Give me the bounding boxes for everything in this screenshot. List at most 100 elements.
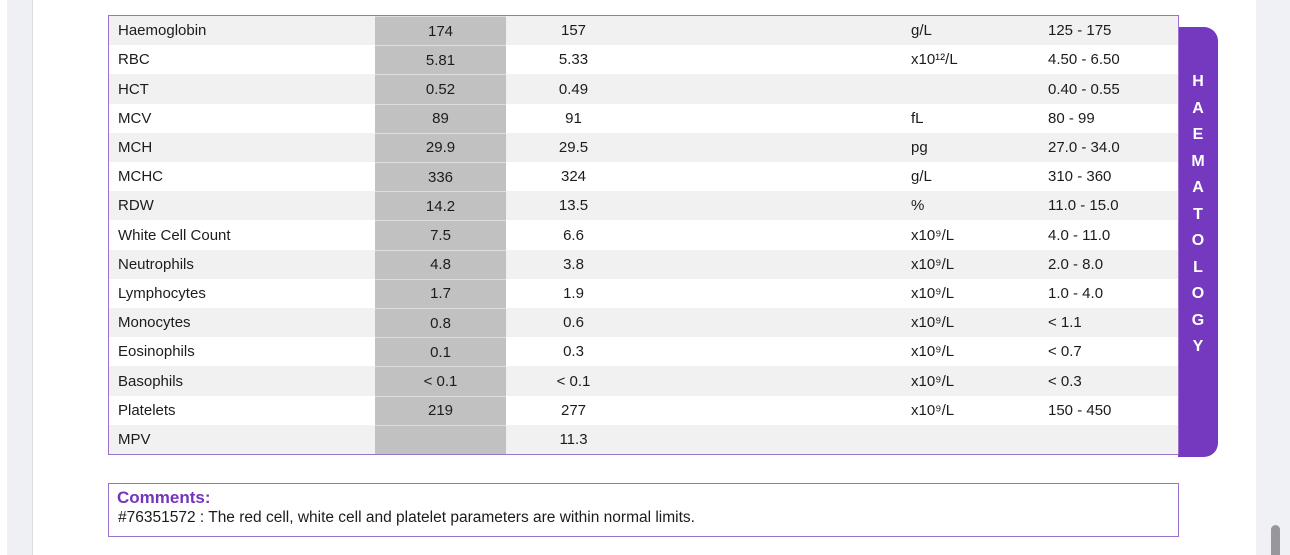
result-current-cell: 219	[375, 395, 506, 425]
result-previous-cell: 277	[560, 401, 587, 419]
comments-box: Comments: #76351572 : The red cell, whit…	[108, 483, 1179, 537]
haematology-tab-letter: M	[1191, 152, 1205, 170]
units-cell: x10⁹/L	[911, 226, 955, 244]
reference-range-cell: 80 - 99	[1048, 109, 1095, 127]
units-cell: x10¹²/L	[911, 51, 958, 69]
result-previous-cell: 91	[565, 109, 582, 127]
table-row: MCH 29.9 29.5 pg 27.0 - 34.0	[109, 132, 1178, 163]
spacer-cell	[641, 191, 911, 220]
spacer-cell	[641, 104, 911, 133]
result-current-cell: 336	[375, 162, 506, 192]
haematology-tab-letter: O	[1191, 232, 1205, 249]
reference-range-cell: 11.0 - 15.0	[1048, 197, 1119, 215]
reference-range-cell: 2.0 - 8.0	[1048, 255, 1104, 273]
reference-range-cell: 27.0 - 34.0	[1048, 138, 1120, 156]
test-name-cell: RDW	[118, 197, 154, 215]
units-cell: x10⁹/L	[911, 401, 955, 419]
reference-range-cell: < 0.3	[1048, 372, 1082, 390]
units-cell: x10⁹/L	[911, 255, 955, 273]
haematology-tab-letter: E	[1192, 126, 1204, 143]
result-previous-cell: 13.5	[558, 197, 589, 215]
units-cell: pg	[911, 138, 928, 156]
units-cell: x10⁹/L	[911, 314, 955, 332]
spacer-cell	[641, 74, 911, 103]
haematology-tab-letter: O	[1191, 285, 1205, 302]
spacer-cell	[641, 162, 911, 191]
table-row: Eosinophils 0.1 0.3 x10⁹/L < 0.7	[109, 337, 1178, 367]
spacer-cell	[641, 133, 911, 162]
right-page-gutter	[1256, 0, 1290, 555]
result-previous-cell: 1.9	[563, 284, 584, 302]
haematology-tab-letter: G	[1191, 311, 1205, 329]
result-previous-cell: 29.5	[558, 138, 589, 156]
result-current-cell: 29.9	[375, 132, 506, 163]
table-row: Basophils < 0.1 < 0.1 x10⁹/L < 0.3	[109, 366, 1178, 396]
reference-range-cell: 0.40 - 0.55	[1048, 80, 1120, 98]
test-name-cell: Eosinophils	[118, 343, 195, 361]
result-current-cell: 14.2	[375, 191, 506, 221]
result-current-cell: 4.8	[375, 249, 506, 279]
units-cell: g/L	[911, 22, 932, 40]
table-row: Monocytes 0.8 0.6 x10⁹/L < 1.1	[109, 308, 1178, 338]
result-current-cell: 1.7	[375, 278, 506, 309]
table-row: HCT 0.52 0.49 0.40 - 0.55	[109, 74, 1178, 104]
result-previous-cell: 324	[560, 168, 587, 186]
spacer-cell	[641, 220, 911, 249]
table-row: RDW 14.2 13.5% 11.0 - 15.0	[109, 191, 1178, 221]
result-previous-cell: 157	[560, 22, 587, 40]
test-name-cell: RBC	[118, 51, 150, 69]
result-current-cell: 89	[375, 103, 506, 133]
reference-range-cell: 4.0 - 11.0	[1048, 226, 1111, 244]
units-cell: g/L	[911, 168, 932, 186]
reference-range-cell: 310 - 360	[1048, 168, 1112, 186]
test-name-cell: MPV	[118, 430, 151, 448]
haematology-tab-letter: Y	[1192, 338, 1204, 355]
units-cell: fL	[911, 109, 924, 127]
spacer-cell	[641, 396, 911, 425]
reference-range-cell: 4.50 - 6.50	[1048, 51, 1120, 69]
result-current-cell: 0.8	[375, 308, 506, 338]
result-current-cell: 5.81	[375, 45, 506, 75]
vertical-scrollbar-thumb[interactable]	[1271, 525, 1280, 555]
test-name-cell: Neutrophils	[118, 255, 194, 273]
result-previous-cell: 6.6	[563, 226, 584, 244]
reference-range-cell: 1.0 - 4.0	[1048, 284, 1104, 302]
test-name-cell: MCV	[118, 109, 152, 127]
result-current-cell: 0.1	[375, 337, 506, 367]
units-cell	[911, 74, 1048, 103]
reference-range-cell: < 1.1	[1048, 314, 1082, 332]
spacer-cell	[641, 308, 911, 337]
haematology-tab-letter: T	[1193, 205, 1203, 223]
comments-text: #76351572 : The red cell, white cell and…	[118, 509, 695, 526]
table-row: White Cell Count 7.5 6.6 x10⁹/L 4.0 - 11.0	[109, 220, 1178, 250]
reference-range-cell: 125 - 175	[1048, 22, 1112, 40]
spacer-cell	[641, 337, 911, 366]
units-cell	[911, 425, 1048, 454]
test-name-cell: Lymphocytes	[118, 284, 206, 302]
comments-heading: Comments:	[117, 488, 211, 507]
spacer-cell	[641, 45, 911, 74]
spacer-cell	[641, 366, 911, 395]
spacer-cell	[641, 250, 911, 279]
spacer-cell	[641, 425, 911, 454]
table-row: MCV 89 91 fL 80 - 99	[109, 103, 1178, 133]
result-previous-cell: 0.49	[558, 80, 589, 98]
result-previous-cell: < 0.1	[556, 372, 591, 390]
haematology-results-table: Haemoglobin 174 157 g/L 125 - 175 RBC 5.81 5.33…	[108, 15, 1179, 455]
table-row: Neutrophils 4.8 3.8 x10⁹/L 2.0 - 8.0	[109, 249, 1178, 279]
result-previous-cell: 0.3	[563, 343, 584, 361]
test-name-cell: Platelets	[118, 401, 176, 419]
reference-range-cell: < 0.7	[1048, 343, 1082, 361]
result-current-cell	[375, 424, 506, 455]
test-name-cell: White Cell Count	[118, 226, 231, 244]
result-current-cell: 7.5	[375, 220, 506, 250]
result-previous-cell: 0.6	[563, 314, 584, 332]
result-previous-cell: 5.33	[558, 51, 589, 69]
spacer-cell	[641, 16, 911, 45]
units-cell: x10⁹/L	[911, 372, 955, 390]
haematology-tab-letter: L	[1193, 258, 1203, 276]
table-row: MPV 11.3	[109, 424, 1178, 455]
units-cell: %	[911, 197, 925, 215]
